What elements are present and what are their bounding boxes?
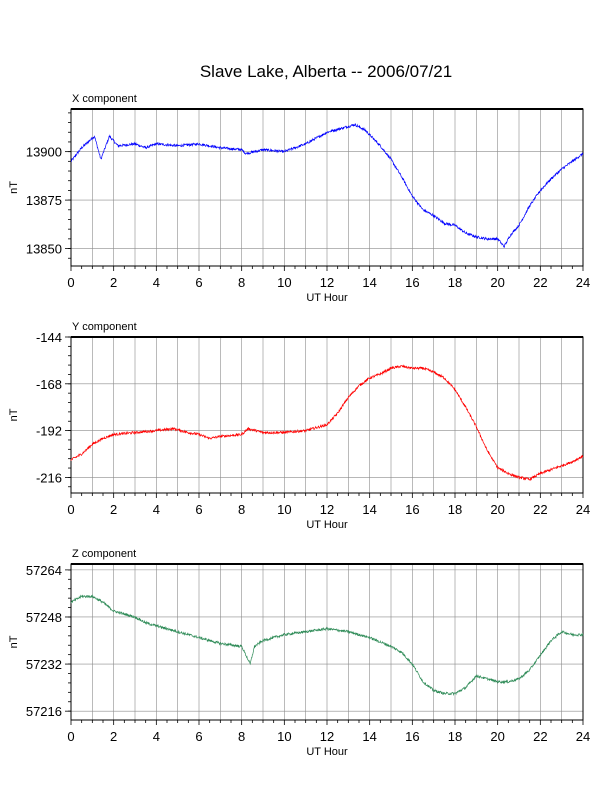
y-tick-label: -144 (36, 330, 62, 345)
y-tick-label: 57216 (26, 704, 62, 719)
y-tick-label: 13900 (26, 145, 62, 160)
series-line (70, 593, 584, 697)
y-tick-label: 13875 (26, 193, 62, 208)
x-tick-label: 20 (490, 275, 504, 290)
x-tick-label: 2 (110, 729, 117, 744)
x-tick-label: 14 (362, 729, 376, 744)
x-tick-label: 8 (238, 502, 245, 517)
x-tick-label: 6 (195, 502, 202, 517)
x-tick-label: 8 (238, 729, 245, 744)
component-label: Y component (72, 321, 137, 333)
x-tick-label: 0 (67, 502, 74, 517)
x-tick-label: 4 (153, 729, 160, 744)
x-axis-label: UT Hour (306, 292, 348, 304)
x-tick-label: 2 (110, 502, 117, 517)
x-tick-label: 4 (153, 502, 160, 517)
x-tick-label: 10 (277, 502, 291, 517)
x-tick-label: 18 (448, 502, 462, 517)
x-tick-label: 16 (405, 502, 419, 517)
x-tick-label: 10 (277, 275, 291, 290)
y-tick-label: -192 (36, 424, 62, 439)
x-tick-label: 12 (320, 729, 334, 744)
x-tick-label: 0 (67, 275, 74, 290)
x-tick-label: 18 (448, 729, 462, 744)
y-axis-label: nT (8, 181, 20, 194)
y-tick-label: 57248 (26, 610, 62, 625)
y-tick-label: 57232 (26, 657, 62, 672)
x-tick-label: 8 (238, 275, 245, 290)
component-label: Z component (72, 548, 136, 560)
x-tick-label: 12 (320, 502, 334, 517)
x-tick-label: 4 (153, 275, 160, 290)
x-tick-label: 24 (576, 275, 590, 290)
figure-title: Slave Lake, Alberta -- 2006/07/21 (200, 62, 452, 81)
x-tick-label: 18 (448, 275, 462, 290)
x-tick-label: 16 (405, 729, 419, 744)
component-label: X component (72, 93, 137, 105)
x-tick-label: 20 (490, 502, 504, 517)
x-axis-label: UT Hour (306, 746, 348, 758)
series-line (70, 123, 584, 248)
x-axis-label: UT Hour (306, 519, 348, 531)
x-tick-label: 6 (195, 275, 202, 290)
x-tick-label: 22 (533, 275, 547, 290)
x-tick-label: 20 (490, 729, 504, 744)
x-tick-label: 12 (320, 275, 334, 290)
y-tick-label: 13850 (26, 242, 62, 257)
y-axis-label: nT (8, 635, 20, 648)
x-tick-label: 0 (67, 729, 74, 744)
x-tick-label: 24 (576, 502, 590, 517)
x-tick-label: 6 (195, 729, 202, 744)
x-tick-label: 16 (405, 275, 419, 290)
x-tick-label: 22 (533, 502, 547, 517)
x-tick-label: 14 (362, 275, 376, 290)
x-tick-label: 24 (576, 729, 590, 744)
series-line (70, 364, 584, 482)
x-tick-label: 10 (277, 729, 291, 744)
y-tick-label: 57264 (26, 563, 62, 578)
y-axis-label: nT (8, 408, 20, 421)
y-tick-label: -168 (36, 377, 62, 392)
x-tick-label: 14 (362, 502, 376, 517)
x-tick-label: 2 (110, 275, 117, 290)
y-tick-label: -216 (36, 470, 62, 485)
x-tick-label: 22 (533, 729, 547, 744)
